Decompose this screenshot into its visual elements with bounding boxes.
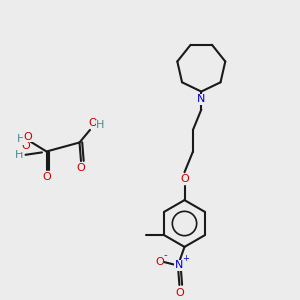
Text: H: H	[96, 120, 105, 130]
Text: O: O	[155, 257, 164, 267]
Text: O: O	[76, 163, 85, 173]
Text: -: -	[164, 250, 167, 260]
Text: +: +	[182, 254, 188, 263]
Text: O: O	[23, 131, 32, 142]
Text: O: O	[42, 172, 51, 182]
Text: O: O	[21, 141, 30, 152]
Text: O: O	[175, 288, 184, 298]
Text: O: O	[88, 118, 97, 128]
Text: H: H	[15, 150, 23, 160]
Text: N: N	[197, 94, 206, 104]
Text: N: N	[175, 260, 183, 271]
Text: O: O	[180, 174, 189, 184]
Text: H: H	[17, 134, 26, 145]
